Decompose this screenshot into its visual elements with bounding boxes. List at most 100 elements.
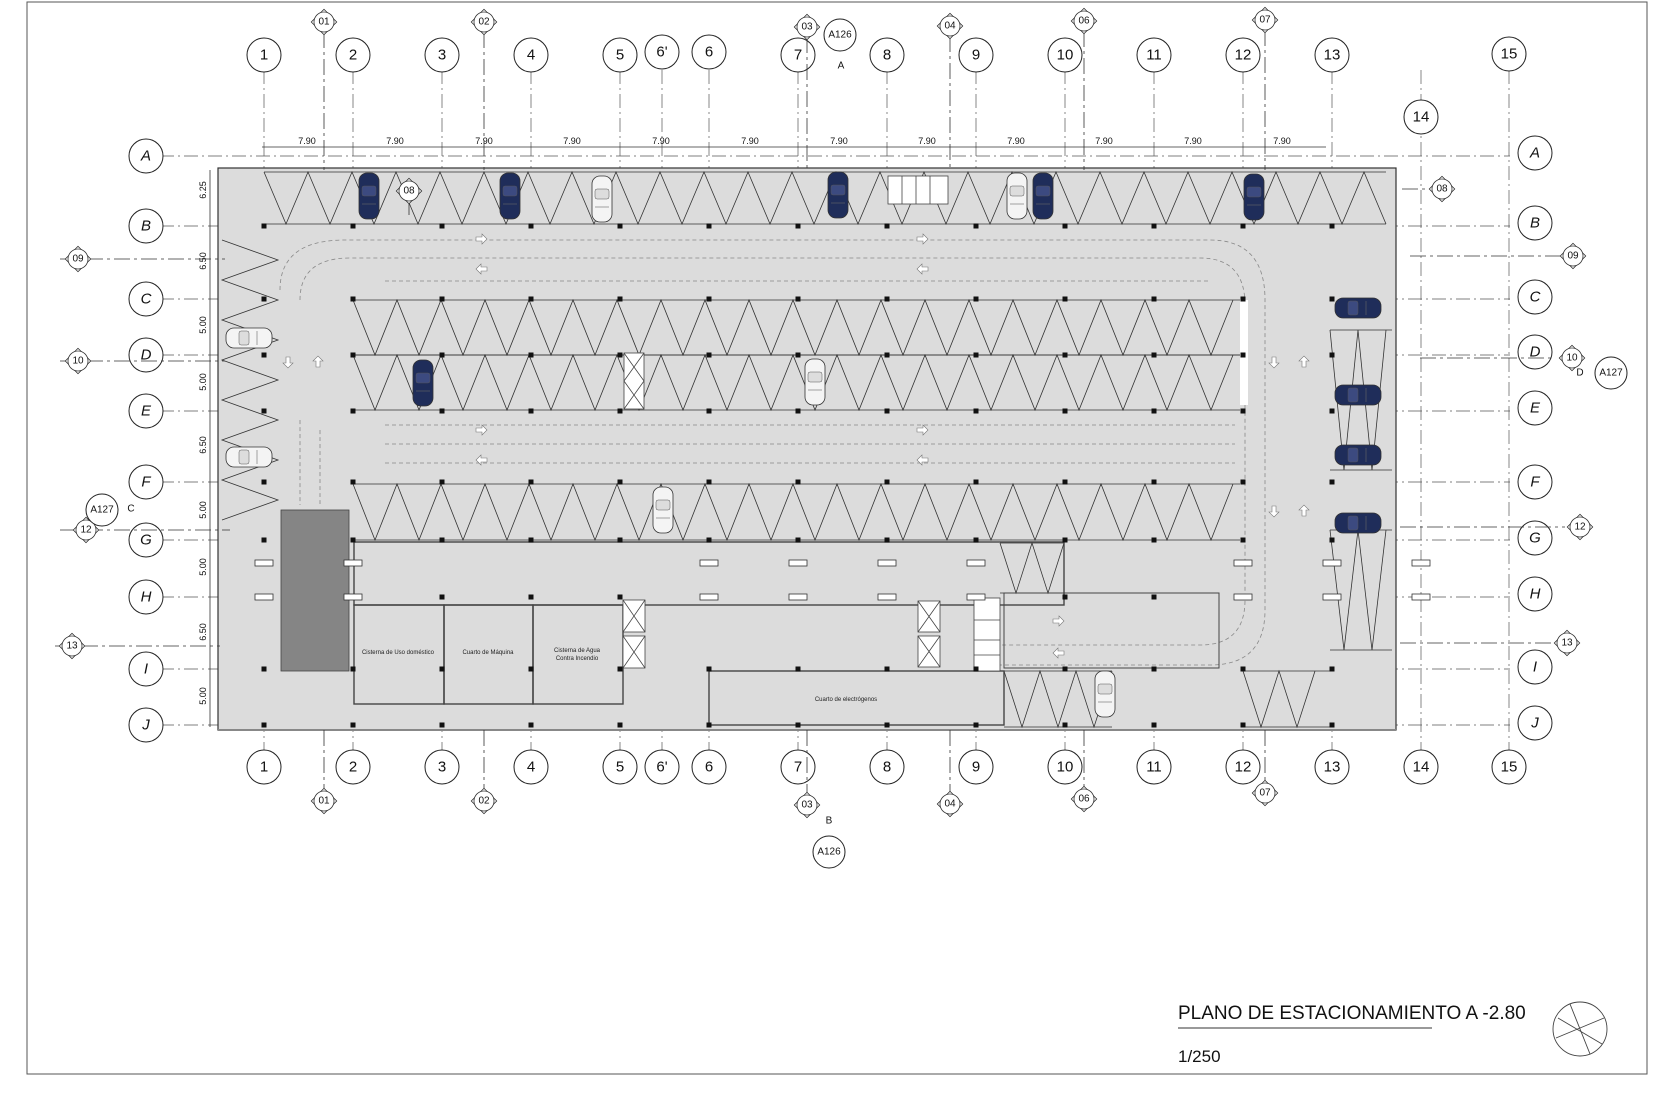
column-axis-bubble: 12 bbox=[1225, 749, 1261, 785]
structural-column bbox=[350, 722, 356, 728]
elevation-ref-sheet: A126 bbox=[817, 847, 841, 858]
structural-column bbox=[795, 666, 801, 672]
column-axis-label: 14 bbox=[1413, 109, 1430, 126]
structural-column bbox=[350, 666, 356, 672]
section-tag-label: 12 bbox=[80, 525, 92, 536]
structural-column bbox=[617, 537, 623, 543]
car-icon bbox=[1334, 444, 1382, 466]
section-tag: 03 bbox=[793, 791, 821, 819]
section-tag-label: 04 bbox=[944, 21, 956, 32]
section-tag-label: 12 bbox=[1574, 522, 1586, 533]
row-axis-bubble: C bbox=[128, 281, 164, 317]
row-axis-label: G bbox=[140, 532, 152, 549]
structural-column bbox=[884, 722, 890, 728]
dimension-label: 7.90 bbox=[1007, 136, 1025, 146]
dimension-label: 7.90 bbox=[830, 136, 848, 146]
car-icon bbox=[1006, 172, 1028, 220]
dimension-label: 6.50 bbox=[198, 623, 208, 641]
section-tag: 08 bbox=[395, 177, 423, 205]
column-axis-label: 7 bbox=[794, 759, 802, 776]
row-axis-bubble: D bbox=[128, 337, 164, 373]
structural-column bbox=[350, 479, 356, 485]
section-tag: 01 bbox=[310, 787, 338, 815]
column-axis-label: 15 bbox=[1501, 46, 1518, 63]
core-block bbox=[280, 509, 350, 672]
column-axis-label: 5 bbox=[616, 759, 624, 776]
structural-column bbox=[528, 223, 534, 229]
pilaster bbox=[788, 559, 808, 567]
structural-column bbox=[528, 408, 534, 414]
structural-column bbox=[706, 408, 712, 414]
car-icon bbox=[652, 486, 674, 534]
grid-axis-bubbles: 11223344556'6'66778899101011111212131314… bbox=[128, 34, 1553, 785]
section-tag-label: 08 bbox=[1436, 184, 1448, 195]
structural-column bbox=[795, 537, 801, 543]
structural-column bbox=[261, 666, 267, 672]
column-axis-label: 4 bbox=[527, 47, 535, 64]
section-tag-label: 01 bbox=[318, 796, 330, 807]
structural-column bbox=[884, 223, 890, 229]
structural-column bbox=[1062, 537, 1068, 543]
elevation-ref-bottom: A126 B bbox=[812, 816, 846, 869]
pilaster bbox=[1233, 559, 1253, 567]
column-axis-label: 6 bbox=[705, 44, 713, 61]
structural-column bbox=[439, 479, 445, 485]
column-axis-label: 13 bbox=[1324, 759, 1341, 776]
column-axis-label: 3 bbox=[438, 47, 446, 64]
column-axis-bubble: 5 bbox=[602, 749, 638, 785]
structural-column bbox=[1329, 537, 1335, 543]
elevation-ref-right: A127 D bbox=[1576, 356, 1628, 390]
structural-column bbox=[973, 296, 979, 302]
structural-column bbox=[528, 666, 534, 672]
section-tag-label: 06 bbox=[1078, 794, 1090, 805]
room-labels: Cisterna de Uso doméstico Cuarto de Máqu… bbox=[362, 648, 877, 703]
structural-column bbox=[973, 479, 979, 485]
dimension-label: 5.00 bbox=[198, 373, 208, 391]
structural-column bbox=[1062, 479, 1068, 485]
row-axis-bubble: D bbox=[1517, 334, 1553, 370]
structural-column bbox=[884, 537, 890, 543]
structural-column bbox=[350, 408, 356, 414]
column-axis-bubble: 14 bbox=[1403, 99, 1439, 135]
structural-columns bbox=[254, 223, 1431, 728]
column-axis-label: 8 bbox=[883, 47, 891, 64]
section-cut-lines bbox=[55, 30, 1565, 795]
row-axis-bubble: F bbox=[128, 464, 164, 500]
column-axis-bubble: 11 bbox=[1136, 37, 1172, 73]
section-tag-label: 02 bbox=[478, 17, 490, 28]
structural-column bbox=[528, 594, 534, 600]
elevation-ref-sheet: A127 bbox=[1599, 368, 1623, 379]
structural-column bbox=[706, 296, 712, 302]
dimension-label: 5.00 bbox=[198, 501, 208, 519]
section-tag: 02 bbox=[470, 8, 498, 36]
row-axis-bubble: A bbox=[1517, 135, 1553, 171]
column-axis-bubble: 7 bbox=[780, 37, 816, 73]
elevators bbox=[622, 352, 941, 669]
car-icon bbox=[827, 171, 849, 219]
room-outline bbox=[1003, 592, 1220, 669]
structural-column bbox=[1062, 722, 1068, 728]
structural-column bbox=[439, 223, 445, 229]
dimension-label: 6.25 bbox=[198, 181, 208, 199]
column-axis-label: 7 bbox=[794, 47, 802, 64]
structural-column bbox=[973, 408, 979, 414]
structural-column bbox=[617, 722, 623, 728]
structural-column bbox=[706, 352, 712, 358]
structural-column bbox=[973, 722, 979, 728]
column-axis-label: 13 bbox=[1324, 47, 1341, 64]
section-tag: 04 bbox=[936, 790, 964, 818]
dimension-label: 7.90 bbox=[741, 136, 759, 146]
column-axis-label: 9 bbox=[972, 47, 980, 64]
elevation-ref-sheet: A126 bbox=[828, 30, 852, 41]
structural-column bbox=[1240, 537, 1246, 543]
parked-cars bbox=[225, 171, 1382, 718]
room-outline bbox=[708, 670, 1005, 726]
column-axis-bubble: 15 bbox=[1491, 36, 1527, 72]
structural-column bbox=[706, 666, 712, 672]
car-icon bbox=[1334, 384, 1382, 406]
elevation-ref-letter: A bbox=[838, 61, 845, 72]
traffic-arrows bbox=[282, 233, 1310, 659]
column-axis-label: 11 bbox=[1146, 759, 1162, 776]
row-axis-bubble: G bbox=[1517, 520, 1553, 556]
column-axis-bubble: 4 bbox=[513, 37, 549, 73]
